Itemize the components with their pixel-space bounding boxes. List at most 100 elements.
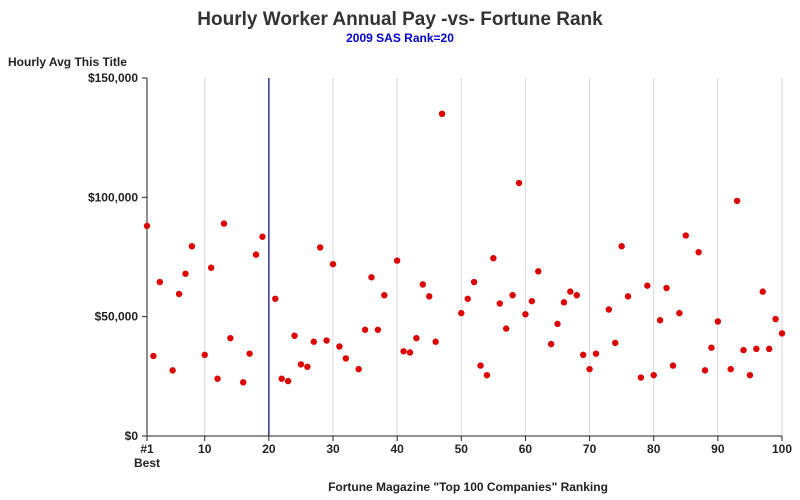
data-point (656, 317, 664, 324)
data-point (413, 334, 420, 342)
data-point (169, 367, 176, 374)
data-point (438, 110, 446, 118)
data-point (676, 309, 683, 317)
data-point (240, 379, 247, 386)
data-point (278, 375, 285, 382)
data-point (490, 254, 497, 262)
data-point (477, 362, 484, 369)
data-point (605, 306, 613, 313)
data-point (778, 330, 786, 337)
data-point (682, 232, 689, 239)
data-point (201, 351, 208, 359)
data-point (586, 365, 593, 373)
data-point (727, 365, 734, 373)
data-point (304, 363, 311, 370)
tick-labels: #1 10 20 30 40 50 60 70 80 90 100 Best $0 $50,000 $100… (88, 71, 792, 470)
data-point (156, 278, 164, 286)
data-point (637, 374, 645, 381)
data-point (246, 350, 253, 357)
data-point (355, 365, 362, 373)
data-point (612, 339, 619, 347)
x-tick-label: 20 (262, 442, 276, 456)
data-point (740, 346, 747, 354)
data-point (464, 295, 471, 302)
data-point (695, 249, 702, 256)
x-tick-label: 40 (390, 442, 404, 456)
data-point (342, 355, 350, 362)
data-point (573, 291, 580, 299)
data-point (579, 351, 587, 359)
data-point (400, 348, 407, 355)
data-point (361, 326, 369, 333)
chart-subtitle: 2009 SAS Rank=20 (346, 31, 454, 45)
data-point (368, 274, 375, 281)
data-point (753, 345, 760, 353)
data-point (316, 244, 324, 251)
x-tick-label: 90 (711, 442, 725, 456)
data-point (560, 299, 568, 306)
data-point (483, 371, 491, 379)
data-point (515, 179, 523, 187)
data-point (393, 257, 401, 264)
data-point (618, 243, 625, 250)
data-point (547, 340, 555, 348)
data-point (426, 293, 433, 300)
data-point (310, 338, 317, 345)
data-point (759, 288, 766, 295)
data-point (458, 309, 465, 317)
data-point (406, 349, 414, 356)
data-point (432, 338, 439, 345)
data-point (554, 320, 561, 328)
data-point (381, 291, 388, 299)
data-point (252, 251, 260, 258)
data-point (188, 243, 196, 250)
x-axis-label: Fortune Magazine "Top 100 Companies" Ran… (328, 480, 608, 494)
data-point (284, 377, 292, 385)
data-point (227, 334, 234, 342)
x-tick-label: 70 (583, 442, 597, 456)
data-point (567, 288, 574, 295)
data-point (509, 291, 516, 299)
data-point (502, 325, 510, 332)
data-point (522, 311, 529, 318)
y-tick-label: $150,000 (88, 71, 138, 85)
x-tick-label: 30 (326, 442, 340, 456)
data-point (336, 343, 343, 350)
y-tick-label: $0 (125, 429, 139, 443)
data-point (624, 293, 632, 300)
data-point (329, 260, 337, 268)
x-tick-label: 50 (455, 442, 469, 456)
data-point (374, 326, 382, 333)
data-point (291, 332, 298, 339)
x-tick-label: 10 (198, 442, 212, 456)
data-point (470, 278, 478, 286)
data-point (496, 300, 503, 307)
data-point (272, 295, 279, 302)
x-tick-sublabel: Best (134, 456, 160, 470)
data-point (214, 375, 221, 382)
axes (142, 77, 783, 441)
data-point (259, 233, 266, 240)
data-point (535, 268, 542, 275)
data-point (528, 297, 536, 305)
data-point (772, 315, 779, 323)
data-point (175, 290, 183, 298)
y-tick-label: $100,000 (88, 190, 138, 204)
data-point (733, 197, 741, 205)
data-point (714, 318, 722, 325)
data-point (297, 361, 305, 368)
data-point (644, 282, 651, 289)
data-point (701, 367, 709, 374)
chart-title: Hourly Worker Annual Pay -vs- Fortune Ra… (197, 9, 603, 30)
data-point (220, 220, 228, 227)
data-point (765, 345, 773, 353)
data-point (143, 222, 151, 230)
data-point (669, 362, 677, 369)
data-point (182, 270, 189, 277)
data-point (592, 350, 600, 357)
x-tick-label: 100 (772, 442, 792, 456)
data-point (419, 281, 427, 288)
data-point (708, 344, 715, 351)
data-point (150, 352, 157, 360)
